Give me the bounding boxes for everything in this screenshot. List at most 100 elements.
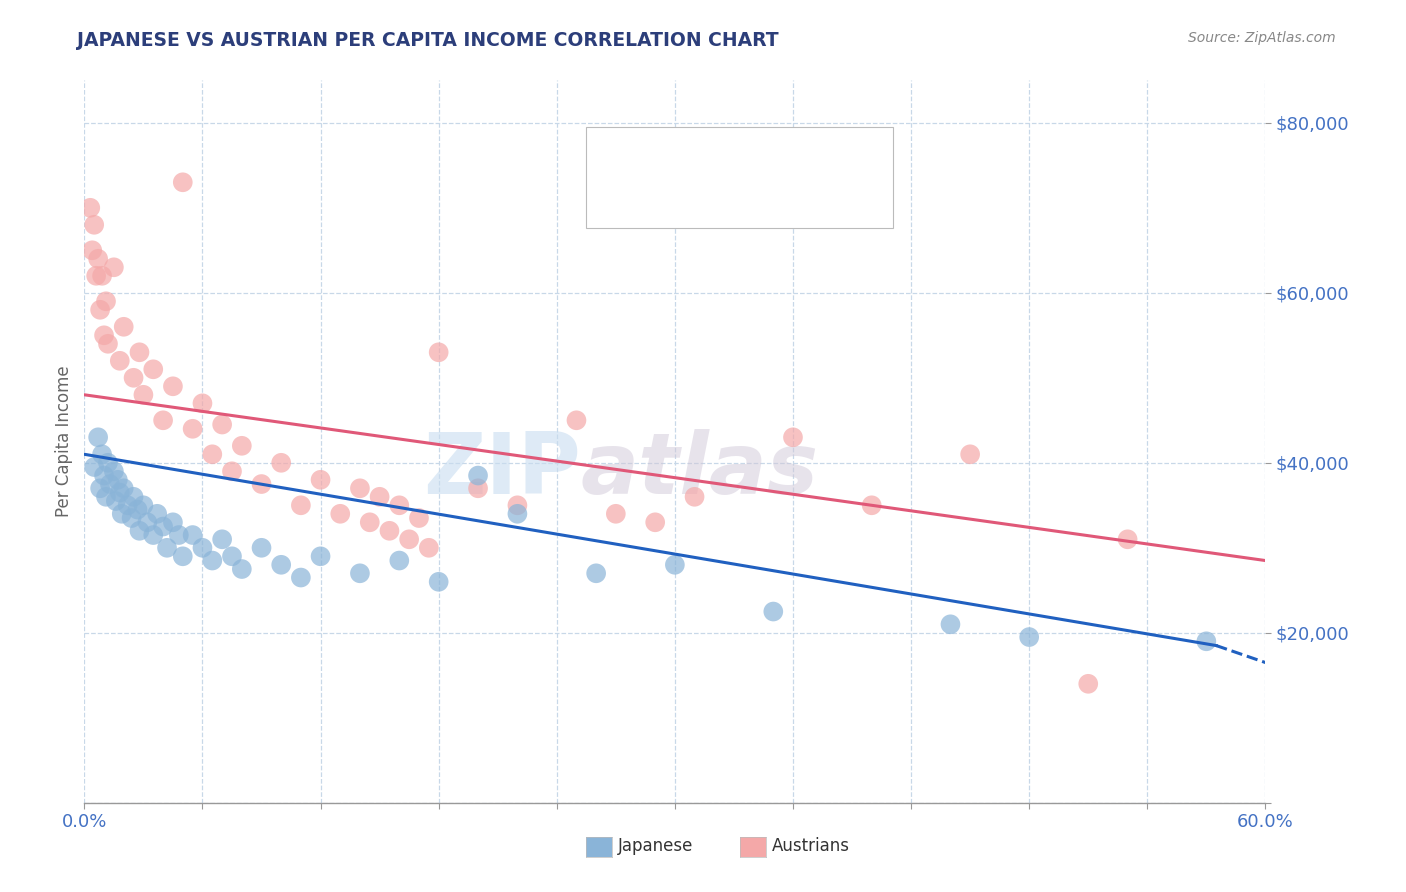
Point bbox=[211, 417, 233, 432]
Point bbox=[309, 549, 332, 564]
Point bbox=[1195, 634, 1218, 648]
Point bbox=[108, 353, 131, 368]
Point bbox=[112, 481, 135, 495]
Point bbox=[782, 430, 804, 444]
Point bbox=[359, 516, 381, 530]
Point bbox=[231, 562, 253, 576]
Text: Japanese: Japanese bbox=[619, 838, 693, 855]
Point bbox=[349, 481, 371, 495]
Point bbox=[398, 533, 420, 547]
Point bbox=[82, 244, 104, 258]
Text: atlas: atlas bbox=[581, 429, 818, 512]
Point bbox=[290, 498, 312, 512]
Point bbox=[368, 490, 391, 504]
Point bbox=[860, 498, 883, 512]
FancyBboxPatch shape bbox=[586, 128, 893, 228]
Point bbox=[270, 456, 292, 470]
Point bbox=[104, 494, 127, 508]
Point bbox=[290, 570, 312, 584]
Point bbox=[1018, 630, 1040, 644]
Point bbox=[467, 468, 489, 483]
Point bbox=[467, 481, 489, 495]
Point bbox=[117, 498, 139, 512]
Point bbox=[181, 528, 204, 542]
Point bbox=[172, 549, 194, 564]
Point bbox=[83, 460, 105, 475]
Point bbox=[408, 511, 430, 525]
Point bbox=[97, 336, 120, 351]
Point bbox=[103, 260, 125, 275]
Point bbox=[136, 516, 159, 530]
Point bbox=[127, 502, 149, 516]
Point bbox=[231, 439, 253, 453]
Point bbox=[221, 549, 243, 564]
Point bbox=[87, 252, 110, 266]
Point bbox=[128, 524, 150, 538]
Point bbox=[156, 541, 179, 555]
Point bbox=[93, 468, 115, 483]
Point bbox=[152, 519, 174, 533]
Text: Source: ZipAtlas.com: Source: ZipAtlas.com bbox=[1188, 31, 1336, 45]
Text: ZIP: ZIP bbox=[423, 429, 581, 512]
Point bbox=[191, 396, 214, 410]
Point bbox=[128, 345, 150, 359]
Point bbox=[565, 413, 588, 427]
Point bbox=[378, 524, 401, 538]
Point bbox=[132, 498, 155, 512]
Point bbox=[146, 507, 169, 521]
Point bbox=[1116, 533, 1139, 547]
Point bbox=[309, 473, 332, 487]
Point bbox=[762, 605, 785, 619]
Point bbox=[181, 422, 204, 436]
Point bbox=[388, 553, 411, 567]
Point bbox=[91, 447, 114, 461]
Point bbox=[142, 528, 165, 542]
Point bbox=[87, 430, 110, 444]
Point bbox=[94, 294, 117, 309]
Point bbox=[112, 319, 135, 334]
Point bbox=[644, 516, 666, 530]
Point bbox=[1077, 677, 1099, 691]
Point bbox=[201, 553, 224, 567]
Point bbox=[388, 498, 411, 512]
Point bbox=[329, 507, 352, 521]
Point bbox=[201, 447, 224, 461]
Point bbox=[97, 456, 120, 470]
Point bbox=[191, 541, 214, 555]
Point bbox=[167, 528, 190, 542]
Point bbox=[132, 388, 155, 402]
Point bbox=[585, 566, 607, 581]
Point bbox=[84, 268, 107, 283]
Point bbox=[98, 477, 121, 491]
Point bbox=[506, 507, 529, 521]
Point bbox=[103, 464, 125, 478]
Point bbox=[83, 218, 105, 232]
Point bbox=[418, 541, 440, 555]
Y-axis label: Per Capita Income: Per Capita Income bbox=[55, 366, 73, 517]
Text: Austrians: Austrians bbox=[772, 838, 849, 855]
Point bbox=[89, 481, 111, 495]
Point bbox=[122, 371, 145, 385]
Point bbox=[939, 617, 962, 632]
Point bbox=[250, 477, 273, 491]
Point bbox=[427, 345, 450, 359]
Point bbox=[162, 516, 184, 530]
Point bbox=[506, 498, 529, 512]
Point bbox=[270, 558, 292, 572]
Point bbox=[121, 511, 143, 525]
Point bbox=[250, 541, 273, 555]
Point bbox=[162, 379, 184, 393]
Point bbox=[221, 464, 243, 478]
Point bbox=[93, 328, 115, 343]
Point bbox=[349, 566, 371, 581]
Point bbox=[427, 574, 450, 589]
Point bbox=[605, 507, 627, 521]
Point bbox=[142, 362, 165, 376]
Point bbox=[664, 558, 686, 572]
Point bbox=[959, 447, 981, 461]
Point bbox=[111, 507, 134, 521]
Point bbox=[122, 490, 145, 504]
Point bbox=[94, 490, 117, 504]
Point bbox=[107, 473, 129, 487]
Point bbox=[89, 302, 111, 317]
